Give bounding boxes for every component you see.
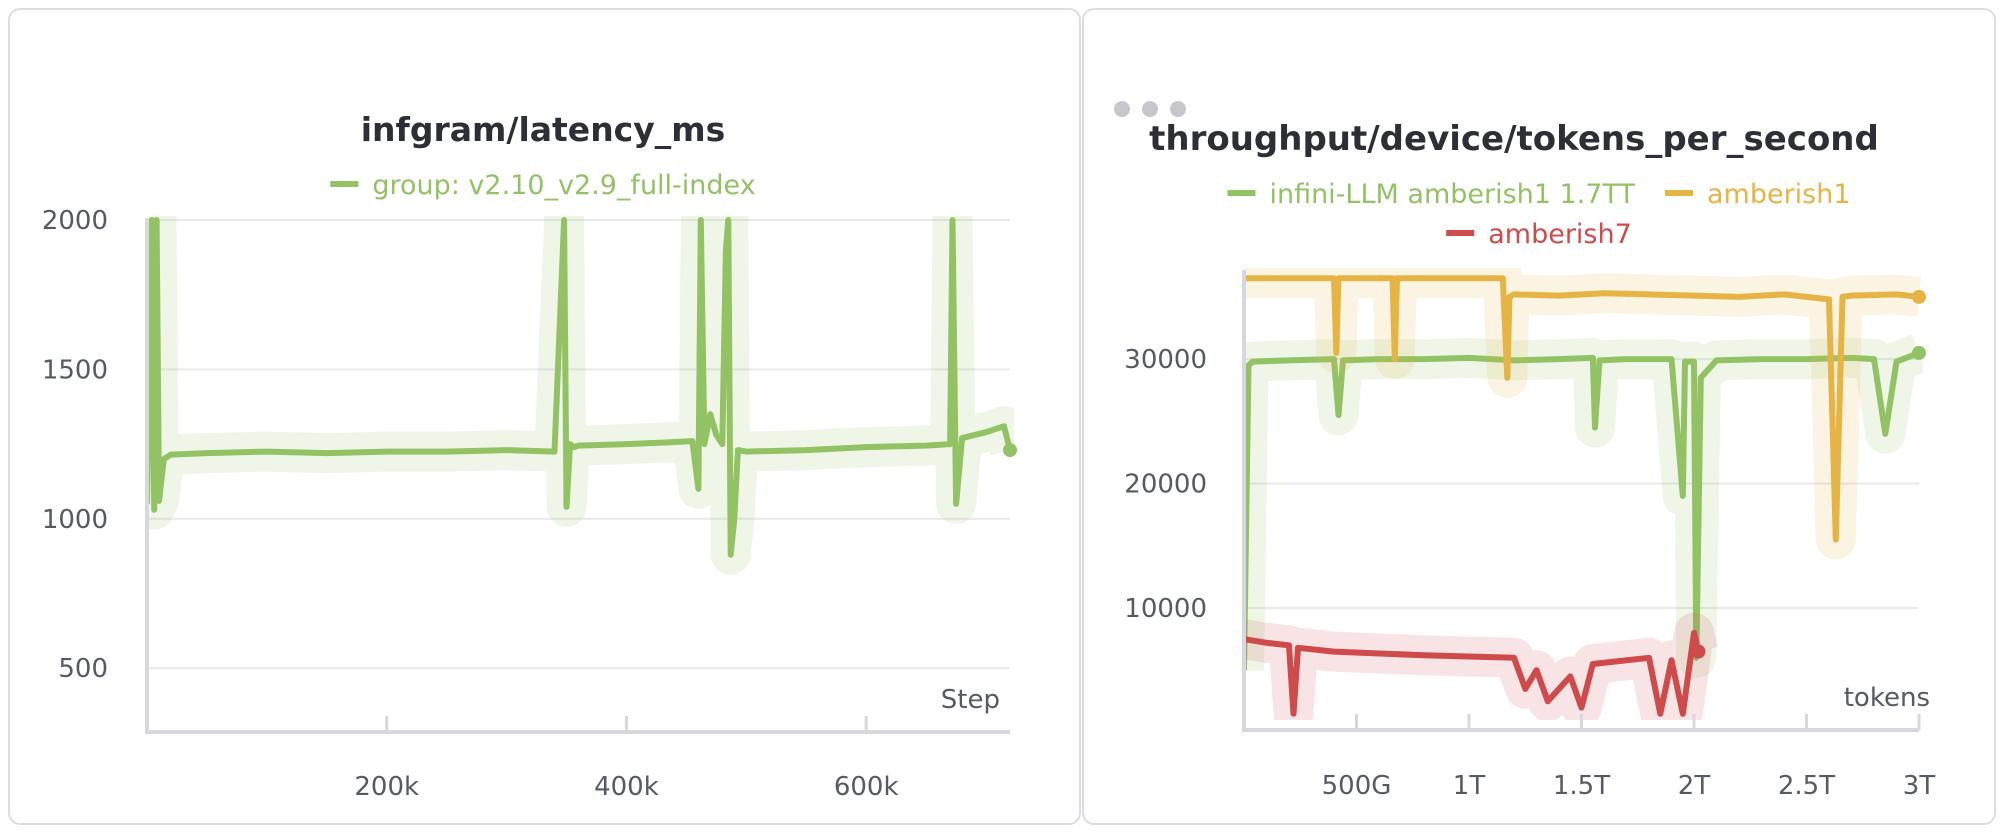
series-end-marker: [1691, 644, 1706, 659]
latency-y-tick-label: 1000: [42, 505, 108, 535]
latency-chart-svg: infgram/latency_ms group: v2.10_v2.9_full…: [42, 110, 1017, 802]
menu-dot: [1142, 101, 1158, 117]
throughput-legend-row: amberish7: [1446, 219, 1632, 250]
latency-x-tick-label: 600k: [834, 772, 899, 802]
latency-x-axis-title: Step: [941, 685, 1000, 715]
latency-chart-panel: infgram/latency_ms group: v2.10_v2.9_full…: [8, 8, 1081, 825]
series-line[interactable]: [147, 217, 1013, 558]
menu-dot: [1170, 101, 1186, 117]
series-end-marker: [1912, 289, 1926, 304]
series-end-marker: [1912, 345, 1926, 360]
throughput-chart-svg: throughput/device/tokens_per_secondinfin…: [1124, 119, 1936, 801]
menu-dot: [1114, 101, 1130, 117]
throughput-chart-title: throughput/device/tokens_per_second: [1149, 119, 1879, 159]
throughput-y-tick-label: 20000: [1124, 470, 1207, 500]
latency-y-tick-label: 1500: [42, 355, 108, 385]
throughput-y-tick-label: 10000: [1124, 594, 1207, 624]
throughput-x-tick-label: 3T: [1903, 771, 1936, 801]
latency-chart-title: infgram/latency_ms: [361, 110, 726, 149]
throughput-x-tick-label: 1.5T: [1553, 771, 1610, 801]
throughput-x-axis-title: tokens: [1844, 683, 1930, 713]
latency-legend-row: group: v2.10_v2.9_full-index: [330, 170, 756, 201]
latency-y-tick-label: 2000: [42, 206, 108, 236]
series-line[interactable]: [1244, 275, 1920, 543]
throughput-x-tick-label: 500G: [1322, 771, 1392, 801]
latency-x-tick-label: 400k: [594, 772, 659, 802]
throughput-y-tick-label: 30000: [1124, 345, 1207, 375]
legend-label: infini-LLM amberish1 1.7TT: [1269, 179, 1635, 210]
legend-item[interactable]: amberish7: [1446, 219, 1632, 250]
latency-x-tick-label: 200k: [354, 772, 419, 802]
throughput-x-tick-label: 2.5T: [1778, 771, 1835, 801]
legend-item[interactable]: infini-LLM amberish1 1.7TT: [1227, 179, 1635, 210]
series-band: [147, 216, 1014, 575]
legend-item[interactable]: group: v2.10_v2.9_full-index: [330, 170, 756, 201]
legend-item[interactable]: amberish1: [1664, 179, 1851, 210]
latency-y-tick-label: 500: [58, 654, 108, 684]
throughput-x-tick-label: 2T: [1678, 771, 1711, 801]
series-end-marker: [1003, 443, 1017, 458]
legend-label: group: v2.10_v2.9_full-index: [372, 170, 755, 201]
legend-label: amberish7: [1488, 219, 1632, 250]
legend-label: amberish1: [1707, 179, 1851, 210]
throughput-legend-row: infini-LLM amberish1 1.7TT amberish1: [1227, 179, 1851, 210]
throughput-x-tick-label: 1T: [1453, 771, 1486, 801]
panel-menu-icon[interactable]: [1114, 101, 1186, 117]
series-line[interactable]: [1244, 350, 1921, 671]
series-line[interactable]: [1244, 629, 1702, 717]
series-band: [1244, 612, 1718, 720]
